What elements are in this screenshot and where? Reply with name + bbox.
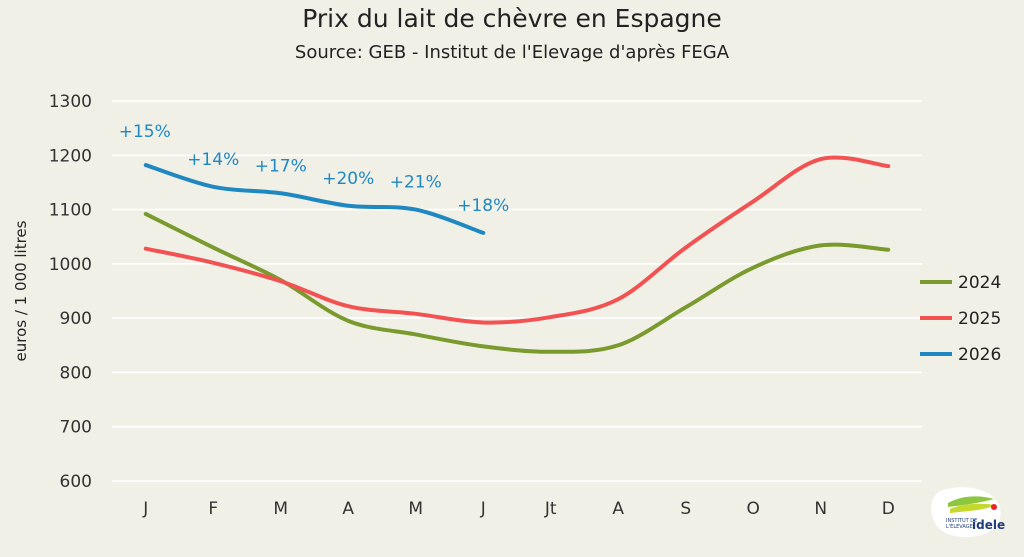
annotation-label: +21% [390,173,442,193]
y-tick-label: 1000 [49,255,92,275]
x-tick-label: O [747,499,760,519]
x-tick-label: N [814,499,827,519]
y-axis-title: euros / 1 000 litres [12,220,30,361]
y-tick-label: 600 [60,472,92,492]
annotation-label: +15% [119,122,171,142]
x-tick-label: D [882,499,895,519]
series-line-2024 [143,211,891,354]
legend-label-2025: 2025 [958,309,1001,329]
chart-subtitle: Source: GEB - Institut de l'Elevage d'ap… [294,42,730,63]
x-tick-label: Jt [544,499,557,519]
y-tick-label: 900 [60,309,92,329]
x-tick-label: J [480,499,486,519]
x-tick-label: A [612,499,624,519]
x-tick-label: M [408,499,423,519]
chart-title: Prix du lait de chèvre en Espagne [302,4,722,33]
legend-label-2026: 2026 [958,345,1001,365]
series-line-2025 [143,155,891,325]
y-tick-label: 800 [60,363,92,383]
annotation-label: +20% [322,169,374,189]
y-tick-label: 1100 [49,201,92,221]
x-tick-label: A [342,499,354,519]
y-tick-label: 700 [60,418,92,438]
series-line-2026 [143,163,486,235]
annotation-label: +17% [255,156,307,176]
logo-line1: INSTITUT DE [946,518,977,524]
annotation-label: +18% [457,196,509,216]
idele-logo: INSTITUT DE L'ÉLEVAGE idele [931,487,1005,538]
y-tick-label: 1300 [49,92,92,112]
legend-label-2024: 2024 [958,273,1001,293]
logo-line2: L'ÉLEVAGE [946,522,973,530]
x-tick-label: M [273,499,288,519]
logo-brand: idele [972,518,1005,532]
x-tick-label: S [680,499,691,519]
x-tick-label: F [208,499,218,519]
y-tick-label: 1200 [49,146,92,166]
x-tick-label: J [142,499,148,519]
annotation-label: +14% [187,150,239,170]
